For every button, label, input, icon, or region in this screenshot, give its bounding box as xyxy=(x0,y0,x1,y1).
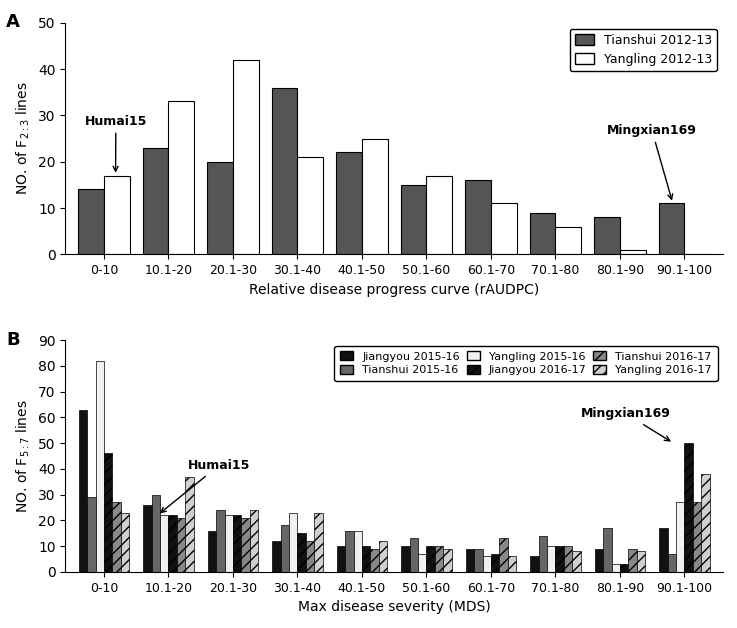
Bar xyxy=(362,139,388,254)
Bar xyxy=(531,556,539,572)
Bar xyxy=(337,546,345,572)
Bar xyxy=(78,190,104,254)
Bar xyxy=(241,517,250,572)
Text: A: A xyxy=(6,13,20,31)
Bar xyxy=(701,474,710,572)
Bar xyxy=(177,517,185,572)
Bar xyxy=(500,538,508,572)
Bar xyxy=(603,528,612,572)
Bar xyxy=(289,512,298,572)
Bar xyxy=(491,554,500,572)
Bar xyxy=(362,546,370,572)
Bar xyxy=(281,526,289,572)
Bar xyxy=(564,546,572,572)
Bar xyxy=(104,453,112,572)
Bar xyxy=(410,538,418,572)
Bar xyxy=(595,549,603,572)
Bar xyxy=(104,176,130,254)
Bar xyxy=(169,102,195,254)
Text: Humai15: Humai15 xyxy=(161,459,250,512)
Bar xyxy=(418,554,427,572)
Bar xyxy=(121,512,129,572)
Bar xyxy=(87,497,96,572)
Y-axis label: NO. of F$_{5:7}$ lines: NO. of F$_{5:7}$ lines xyxy=(15,399,32,513)
Bar xyxy=(225,515,233,572)
Bar xyxy=(556,546,564,572)
Bar xyxy=(659,203,685,254)
Bar xyxy=(185,477,194,572)
Bar xyxy=(354,531,362,572)
Bar xyxy=(427,176,453,254)
Bar xyxy=(379,541,387,572)
Bar xyxy=(250,510,258,572)
Bar xyxy=(612,564,620,572)
Bar xyxy=(143,148,169,254)
Text: Mingxian169: Mingxian169 xyxy=(581,408,671,441)
Bar xyxy=(152,495,160,572)
Bar xyxy=(345,531,354,572)
Bar xyxy=(620,250,646,254)
Bar xyxy=(272,87,298,254)
Bar xyxy=(306,541,314,572)
Bar xyxy=(668,554,676,572)
Legend: Jiangyou 2015-16, Tianshui 2015-16, Yangling 2015-16, Jiangyou 2016-17, Tianshui: Jiangyou 2015-16, Tianshui 2015-16, Yang… xyxy=(335,345,718,381)
Bar xyxy=(143,505,152,572)
Bar xyxy=(298,533,306,572)
Bar xyxy=(272,541,281,572)
Bar xyxy=(539,536,547,572)
Bar xyxy=(402,546,410,572)
Bar xyxy=(233,60,259,254)
Bar xyxy=(216,510,225,572)
Bar xyxy=(96,360,104,572)
Bar xyxy=(474,549,483,572)
Bar xyxy=(169,515,177,572)
Bar xyxy=(112,502,121,572)
Bar xyxy=(427,546,435,572)
Bar xyxy=(401,185,427,254)
Bar xyxy=(466,549,474,572)
Bar xyxy=(483,556,491,572)
Bar xyxy=(660,528,668,572)
Legend: Tianshui 2012-13, Yangling 2012-13: Tianshui 2012-13, Yangling 2012-13 xyxy=(570,29,717,71)
Text: B: B xyxy=(6,331,20,349)
X-axis label: Relative disease progress curve (rAUDPC): Relative disease progress curve (rAUDPC) xyxy=(249,283,539,296)
Bar xyxy=(435,546,443,572)
Bar xyxy=(298,157,324,254)
Bar xyxy=(685,443,693,572)
Bar xyxy=(370,549,379,572)
Bar xyxy=(508,556,516,572)
Bar xyxy=(491,203,517,254)
Bar xyxy=(79,409,87,572)
Bar xyxy=(556,227,581,254)
Y-axis label: NO. of F$_{2:3}$ lines: NO. of F$_{2:3}$ lines xyxy=(15,82,32,195)
Bar xyxy=(160,515,169,572)
Bar xyxy=(465,180,491,254)
Bar xyxy=(620,564,629,572)
Bar xyxy=(547,546,556,572)
Bar xyxy=(693,502,701,572)
Bar xyxy=(676,502,685,572)
Bar xyxy=(336,153,362,254)
Bar xyxy=(572,551,581,572)
Bar xyxy=(443,549,452,572)
Bar xyxy=(629,549,637,572)
Bar xyxy=(314,512,323,572)
Bar xyxy=(207,161,233,254)
Bar xyxy=(530,213,556,254)
Text: Humai15: Humai15 xyxy=(85,115,147,171)
Bar xyxy=(233,515,241,572)
Bar xyxy=(594,217,620,254)
X-axis label: Max disease severity (MDS): Max disease severity (MDS) xyxy=(298,600,491,614)
Bar xyxy=(637,551,645,572)
Text: Mingxian169: Mingxian169 xyxy=(607,124,697,199)
Bar xyxy=(208,531,216,572)
